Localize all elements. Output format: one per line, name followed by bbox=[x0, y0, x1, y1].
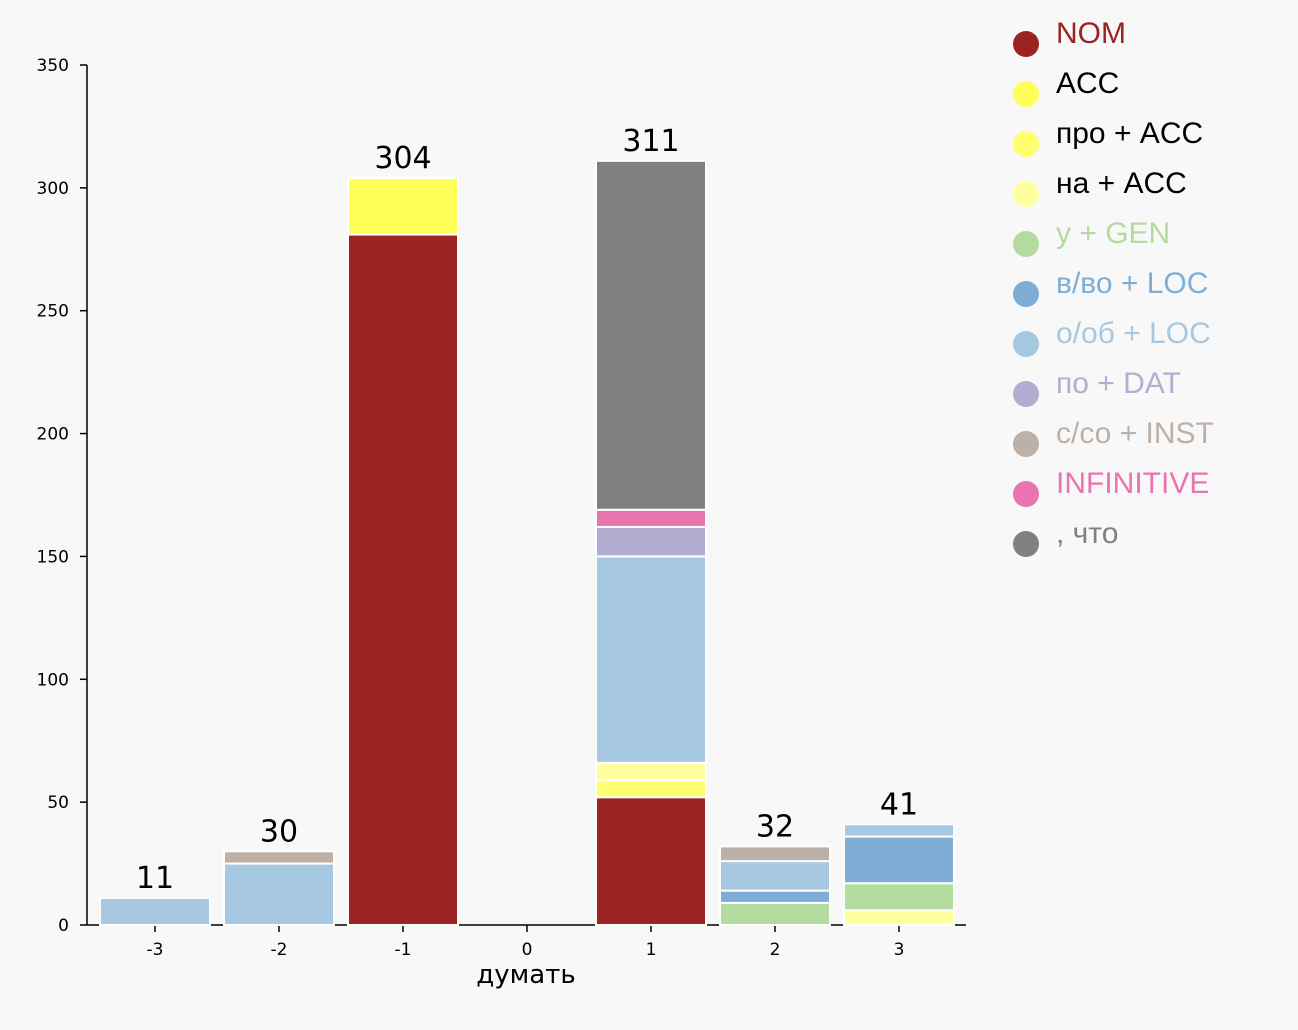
legend-label: с/со + INST bbox=[1056, 417, 1214, 450]
bar-segment bbox=[347, 233, 459, 927]
legend-label: в/во + LOC bbox=[1056, 267, 1208, 300]
legend-label: по + DAT bbox=[1056, 367, 1181, 400]
bar-segment bbox=[99, 896, 211, 927]
x-tick-label: -3 bbox=[147, 940, 164, 960]
y-tick-label: 0 bbox=[58, 916, 69, 936]
bar-total-label: 311 bbox=[622, 124, 679, 159]
legend: NOM ACC про + ACC на + ACC у + GEN в/во + LOC… bbox=[1013, 17, 1214, 557]
legend-swatch bbox=[1013, 531, 1039, 557]
bar-segment bbox=[595, 159, 707, 511]
legend-label: ACC bbox=[1056, 67, 1119, 100]
y-tick-label: 200 bbox=[37, 425, 69, 445]
y-tick-label: 100 bbox=[37, 670, 69, 690]
bar-segment bbox=[347, 177, 459, 236]
legend-swatch bbox=[1013, 431, 1039, 457]
legend-swatch bbox=[1013, 181, 1039, 207]
x-tick-label: 0 bbox=[522, 940, 533, 960]
bar-totals: 11 30 304 311 32 41 bbox=[136, 124, 918, 896]
x-tick-label: 3 bbox=[894, 940, 905, 960]
legend-label: на + ACC bbox=[1056, 167, 1187, 200]
legend-swatch bbox=[1013, 131, 1039, 157]
bar-total-label: 32 bbox=[756, 809, 794, 844]
x-tick-label: 2 bbox=[770, 940, 781, 960]
bar-total-label: 30 bbox=[260, 814, 298, 849]
legend-swatch bbox=[1013, 331, 1039, 357]
legend-label: NOM bbox=[1056, 17, 1126, 50]
legend-swatch bbox=[1013, 281, 1039, 307]
legend-swatch bbox=[1013, 381, 1039, 407]
bar-segment bbox=[595, 508, 707, 528]
bar-segment bbox=[719, 860, 831, 892]
y-tick-label: 350 bbox=[37, 56, 69, 76]
x-tick-label: -1 bbox=[395, 940, 412, 960]
bar-segment bbox=[719, 845, 831, 863]
legend-label: о/об + LOC bbox=[1056, 317, 1211, 350]
bar-segment bbox=[595, 779, 707, 799]
y-tick-label: 50 bbox=[47, 793, 69, 813]
x-axis-label: думать bbox=[476, 960, 575, 990]
legend-label: , что bbox=[1056, 517, 1118, 550]
x-axis: -3 -2 -1 0 1 2 3 bbox=[87, 924, 966, 960]
bar-segment bbox=[223, 862, 335, 926]
legend-label: INFINITIVE bbox=[1056, 467, 1209, 500]
bar-segment bbox=[843, 823, 955, 838]
x-tick-label: -2 bbox=[271, 940, 288, 960]
y-tick-label: 150 bbox=[37, 547, 69, 567]
legend-label: у + GEN bbox=[1056, 217, 1170, 250]
bar-segment bbox=[843, 882, 955, 912]
bar-total-label: 11 bbox=[136, 861, 174, 896]
bar-segment bbox=[719, 901, 831, 927]
legend-swatch bbox=[1013, 81, 1039, 107]
bar-segment bbox=[595, 761, 707, 782]
bar-total-label: 304 bbox=[374, 141, 431, 176]
legend-swatch bbox=[1013, 481, 1039, 507]
bar-segment bbox=[843, 909, 955, 926]
y-tick-label: 250 bbox=[37, 302, 69, 322]
y-axis: 0 50 100 150 200 250 300 350 bbox=[37, 56, 88, 936]
legend-label: про + ACC bbox=[1056, 117, 1203, 150]
bar-total-label: 41 bbox=[880, 787, 918, 822]
bar-segment bbox=[595, 555, 707, 764]
y-tick-label: 300 bbox=[37, 179, 69, 199]
bars bbox=[99, 159, 955, 927]
bar-segment bbox=[595, 796, 707, 927]
bar-segment bbox=[843, 835, 955, 885]
bar-segment bbox=[719, 889, 831, 904]
bar-segment bbox=[223, 850, 335, 865]
bar-segment bbox=[595, 525, 707, 558]
legend-swatch bbox=[1013, 231, 1039, 257]
x-tick-label: 1 bbox=[646, 940, 657, 960]
legend-swatch bbox=[1013, 31, 1039, 57]
